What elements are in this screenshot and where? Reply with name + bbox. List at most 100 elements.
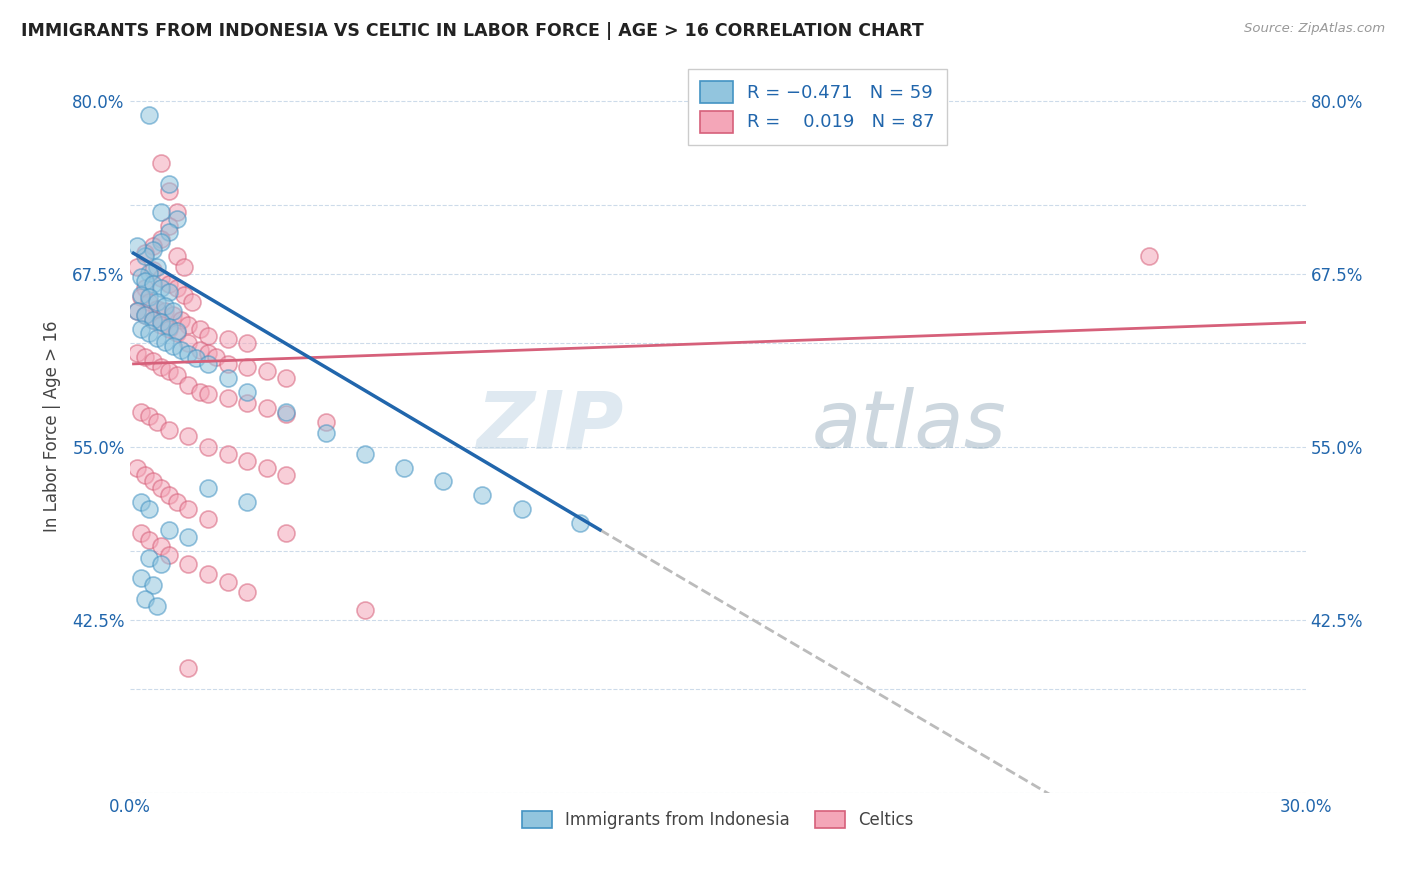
Point [166, 495, 188, 509]
Legend: Immigrants from Indonesia, Celtics: Immigrants from Indonesia, Celtics [515, 804, 920, 836]
Point [142, 578, 165, 592]
Point [197, 481, 219, 495]
Point [276, 405, 298, 419]
Point [138, 291, 160, 305]
Point [217, 370, 239, 384]
Point [256, 364, 278, 378]
Point [236, 585, 259, 599]
Point [149, 359, 172, 374]
Point [138, 533, 160, 547]
Point [217, 575, 239, 590]
Point [134, 309, 156, 323]
Point [236, 395, 259, 409]
Point [236, 359, 259, 374]
Point [134, 467, 156, 482]
Point [197, 567, 219, 582]
Point [134, 274, 156, 288]
Point [146, 301, 169, 316]
Point [131, 571, 153, 585]
Point [276, 370, 298, 384]
Point [1137, 249, 1160, 263]
Point [146, 599, 169, 613]
Point [131, 525, 153, 540]
Point [131, 291, 153, 305]
Point [236, 453, 259, 467]
Point [134, 249, 156, 263]
Point [188, 384, 211, 399]
Point [142, 475, 165, 489]
Point [131, 287, 153, 301]
Point [134, 309, 156, 323]
Point [197, 387, 219, 401]
Point [177, 347, 200, 361]
Point [177, 318, 200, 333]
Point [177, 429, 200, 443]
Point [134, 246, 156, 260]
Point [157, 319, 180, 334]
Point [149, 318, 172, 333]
Point [510, 502, 533, 516]
Point [256, 401, 278, 416]
Point [186, 351, 208, 366]
Point [162, 309, 184, 323]
Point [569, 516, 592, 530]
Point [276, 467, 298, 482]
Point [315, 425, 337, 440]
Point [217, 357, 239, 371]
Point [134, 350, 156, 364]
Point [127, 304, 149, 318]
Point [169, 312, 191, 326]
Point [177, 558, 200, 572]
Point [177, 336, 200, 351]
Y-axis label: In Labor Force | Age > 16: In Labor Force | Age > 16 [44, 320, 60, 532]
Point [146, 260, 169, 274]
Point [217, 392, 239, 406]
Point [142, 277, 165, 291]
Point [149, 204, 172, 219]
Point [157, 277, 180, 291]
Point [471, 488, 494, 502]
Point [169, 343, 191, 357]
Point [153, 299, 176, 313]
Point [166, 368, 188, 382]
Point [217, 447, 239, 461]
Point [236, 336, 259, 351]
Point [142, 244, 165, 258]
Point [131, 269, 153, 284]
Point [149, 271, 172, 285]
Point [217, 332, 239, 346]
Point [173, 260, 195, 274]
Point [138, 108, 160, 122]
Point [157, 177, 180, 191]
Point [146, 415, 169, 429]
Point [138, 502, 160, 516]
Text: IMMIGRANTS FROM INDONESIA VS CELTIC IN LABOR FORCE | AGE > 16 CORRELATION CHART: IMMIGRANTS FROM INDONESIA VS CELTIC IN L… [21, 22, 924, 40]
Point [127, 304, 149, 318]
Point [138, 550, 160, 565]
Point [177, 530, 200, 544]
Point [166, 204, 188, 219]
Point [142, 263, 165, 277]
Point [149, 232, 172, 246]
Point [138, 409, 160, 424]
Point [149, 558, 172, 572]
Point [197, 440, 219, 454]
Point [131, 405, 153, 419]
Point [157, 219, 180, 233]
Point [197, 357, 219, 371]
Point [157, 226, 180, 240]
Point [157, 488, 180, 502]
Point [134, 281, 156, 295]
Point [392, 460, 415, 475]
Point [162, 339, 184, 353]
Point [138, 294, 160, 309]
Point [157, 184, 180, 198]
Point [157, 423, 180, 437]
Point [149, 481, 172, 495]
Text: ZIP: ZIP [477, 387, 623, 465]
Point [127, 260, 149, 274]
Point [177, 377, 200, 392]
Point [149, 156, 172, 170]
Point [353, 447, 375, 461]
Point [157, 523, 180, 537]
